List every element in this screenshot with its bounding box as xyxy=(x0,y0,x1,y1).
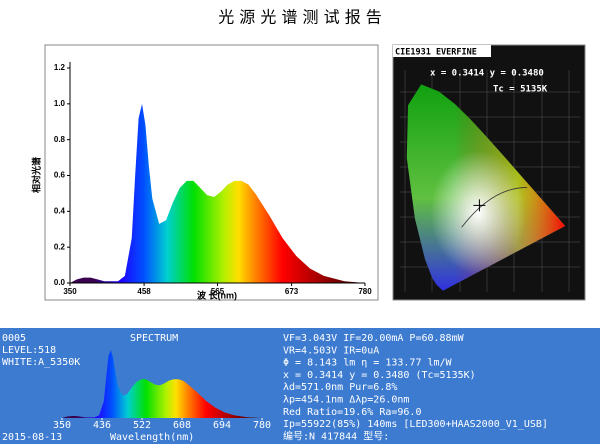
measurement-line: VF=3.043V IF=20.00mA P=60.88mW xyxy=(283,333,465,344)
measurements: VF=3.043V IF=20.00mA P=60.88mWVR=4.503V … xyxy=(283,333,548,442)
y-tick-label: 0.4 xyxy=(54,206,66,215)
y-tick-label: 0.2 xyxy=(54,242,66,251)
panel-xlabel: Wavelength(nm) xyxy=(110,432,194,443)
measurement-line: Ip=55922(85%) 140ms [LED300+HAAS2000_V1_… xyxy=(283,419,548,430)
y-tick-label: 1.0 xyxy=(54,99,66,108)
mini-x-tick-label: 522 xyxy=(133,420,151,431)
mini-spectrum: 350 436 522 608 694 780 xyxy=(53,350,271,431)
measurement-line: Red Ratio=19.6% Ra=96.0 xyxy=(283,407,421,418)
x-tick-label: 565 xyxy=(211,287,225,296)
cie-coords: x = 0.3414 y = 0.3480 xyxy=(430,69,544,79)
measurement-line: x = 0.3414 y = 0.3480 (Tc=5135K) xyxy=(283,370,476,381)
panel-white: WHITE:A_5350K xyxy=(2,357,80,368)
x-axis-label: 波 长(nm) xyxy=(197,289,237,300)
white-point xyxy=(473,199,486,212)
planckian-locus xyxy=(461,187,528,228)
cie-tc: Tc = 5135K xyxy=(493,85,548,95)
y-tick-label: 0.0 xyxy=(54,278,66,287)
panel-date: 2015-08-13 xyxy=(2,432,62,443)
measurement-line: λp=454.1nm Δλp=26.0nm xyxy=(283,395,409,406)
report-title: 光 源 光 谱 测 试 报 告 xyxy=(218,8,382,27)
mini-x-tick-label: 608 xyxy=(173,420,191,431)
result-panel xyxy=(0,328,600,444)
cie-title-bg xyxy=(393,45,491,57)
cie-title: CIE1931 EVERFINE xyxy=(395,48,477,58)
mini-x-tick-label: 780 xyxy=(253,420,271,431)
panel-title: SPECTRUM xyxy=(130,333,178,344)
y-tick-label: 0.8 xyxy=(54,135,66,144)
cie-horseshoe xyxy=(406,84,566,291)
spectrum-chart: 0.0 0.2 0.4 0.6 0.8 1.0 1.2 350 458 565 673 780 xyxy=(54,62,372,296)
panel-id: 0005 xyxy=(2,333,26,344)
measurement-line: 编号:N 417844 型号: xyxy=(283,429,389,442)
panel-level: LEVEL:518 xyxy=(2,345,56,356)
measurement-line: Φ = 8.143 lm η = 133.77 lm/W xyxy=(283,358,453,369)
measurement-line: VR=4.503V IR=0uA xyxy=(283,345,379,356)
y-tick-label: 0.6 xyxy=(54,171,66,180)
x-tick-label: 780 xyxy=(358,287,372,296)
measurement-line: λd=571.0nm Pur=6.8% xyxy=(283,382,397,393)
x-tick-label: 458 xyxy=(137,287,151,296)
cie-gamut xyxy=(406,84,566,291)
mini-x-tick-label: 350 xyxy=(53,420,71,431)
x-tick-label: 673 xyxy=(285,287,299,296)
mini-spectrum-area xyxy=(62,350,262,418)
spectrum-area xyxy=(70,103,365,283)
mini-x-tick-label: 436 xyxy=(93,420,111,431)
y-tick-label: 1.2 xyxy=(54,63,66,72)
mini-x-tick-label: 694 xyxy=(213,420,231,431)
x-tick-label: 350 xyxy=(63,287,77,296)
y-axis-label: 相对光谱 xyxy=(30,157,41,193)
